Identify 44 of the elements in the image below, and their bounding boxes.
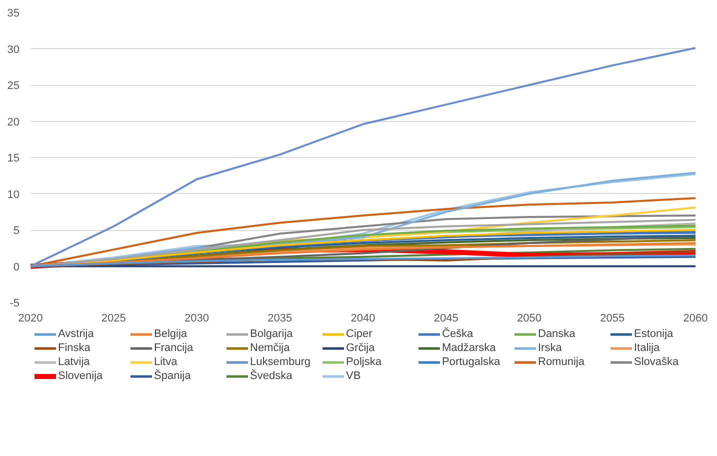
x-tick-label: 2060: [683, 312, 708, 324]
x-tick-label: 2025: [101, 312, 126, 324]
legend-label: Francija: [154, 342, 194, 354]
legend-label: Poljska: [346, 356, 382, 368]
legend-label: Finska: [58, 342, 92, 354]
legend-label: Estonija: [634, 328, 674, 340]
legend-label: Litva: [154, 356, 178, 368]
legend-label: Avstrija: [58, 328, 95, 340]
legend-label: Romunija: [538, 356, 586, 368]
y-tick-label: 20: [7, 116, 20, 128]
y-tick-label: 35: [7, 8, 20, 20]
legend-label: Irska: [538, 342, 563, 354]
x-tick-label: 2040: [350, 312, 376, 324]
legend-label: Latvija: [58, 356, 91, 368]
legend-label: Slovenija: [58, 370, 104, 382]
x-tick-label: 2050: [517, 312, 542, 324]
y-tick-label: -5: [10, 298, 20, 310]
legend-label: Madžarska: [442, 342, 497, 354]
legend-label: Danska: [538, 328, 576, 340]
legend-label: Italija: [634, 342, 661, 354]
x-tick-label: 2055: [600, 312, 625, 324]
y-tick-label: 15: [7, 152, 20, 164]
x-tick-label: 2035: [268, 312, 292, 324]
y-tick-label: 25: [7, 80, 20, 92]
x-tick-label: 2020: [18, 312, 43, 324]
y-tick-label: 30: [7, 44, 20, 56]
legend-label: Švedska: [250, 370, 294, 382]
y-tick-label: 10: [7, 188, 20, 201]
y-tick-label: 5: [13, 225, 20, 237]
legend-label: Bolgarija: [250, 328, 294, 340]
legend-label: Grčija: [346, 342, 376, 354]
legend-label: Ciper: [346, 328, 374, 340]
line-series: [30, 47, 696, 268]
legend-label: VB: [346, 370, 362, 382]
legend-label: Slovaška: [634, 356, 680, 368]
legend-label: Španija: [154, 370, 192, 382]
legend-label: Portugalska: [442, 356, 502, 368]
y-tick-label: 0: [13, 261, 20, 274]
x-tick-label: 2030: [184, 312, 209, 324]
legend-label: Belgija: [154, 328, 188, 340]
legend-label: Češka: [442, 328, 474, 340]
legend-label: Luksemburg: [250, 356, 312, 368]
legend-label: Nemčija: [250, 342, 291, 354]
x-tick-label: 2045: [434, 312, 458, 324]
